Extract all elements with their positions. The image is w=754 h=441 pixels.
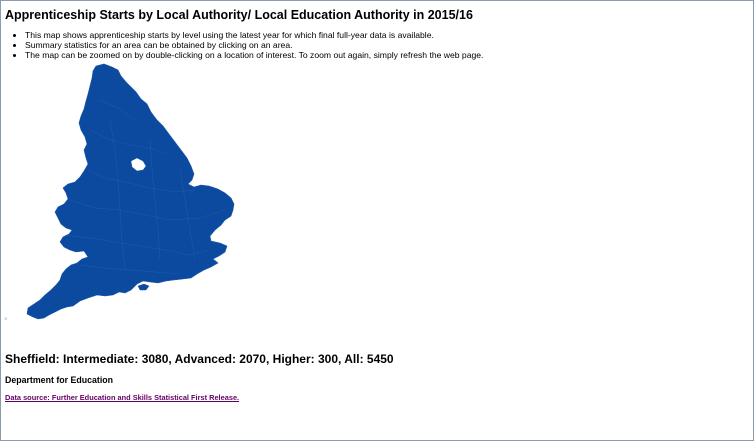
england-map-svg[interactable] bbox=[0, 60, 260, 330]
data-source-link[interactable]: Data source: Further Education and Skill… bbox=[5, 393, 240, 402]
county-borders bbox=[64, 99, 226, 275]
map-zoom-marker-icon: × bbox=[4, 317, 8, 323]
info-list: This map shows apprenticeship starts by … bbox=[8, 30, 483, 60]
info-bullet-click-hint: Summary statistics for an area can be ob… bbox=[25, 40, 483, 50]
page-title: Apprenticeship Starts by Local Authority… bbox=[5, 8, 473, 22]
info-bullet-map-description: This map shows apprenticeship starts by … bbox=[25, 30, 483, 40]
info-bullet-zoom-hint: The map can be zoomed on by double-click… bbox=[25, 50, 483, 60]
organisation-name: Department for Education bbox=[5, 375, 114, 385]
england-region-shape[interactable] bbox=[26, 63, 235, 320]
area-summary: Sheffield: Intermediate: 3080, Advanced:… bbox=[5, 352, 394, 366]
england-map[interactable] bbox=[0, 60, 260, 330]
isle-of-wight-shape[interactable] bbox=[137, 283, 150, 291]
peak-district-gap bbox=[130, 157, 147, 172]
